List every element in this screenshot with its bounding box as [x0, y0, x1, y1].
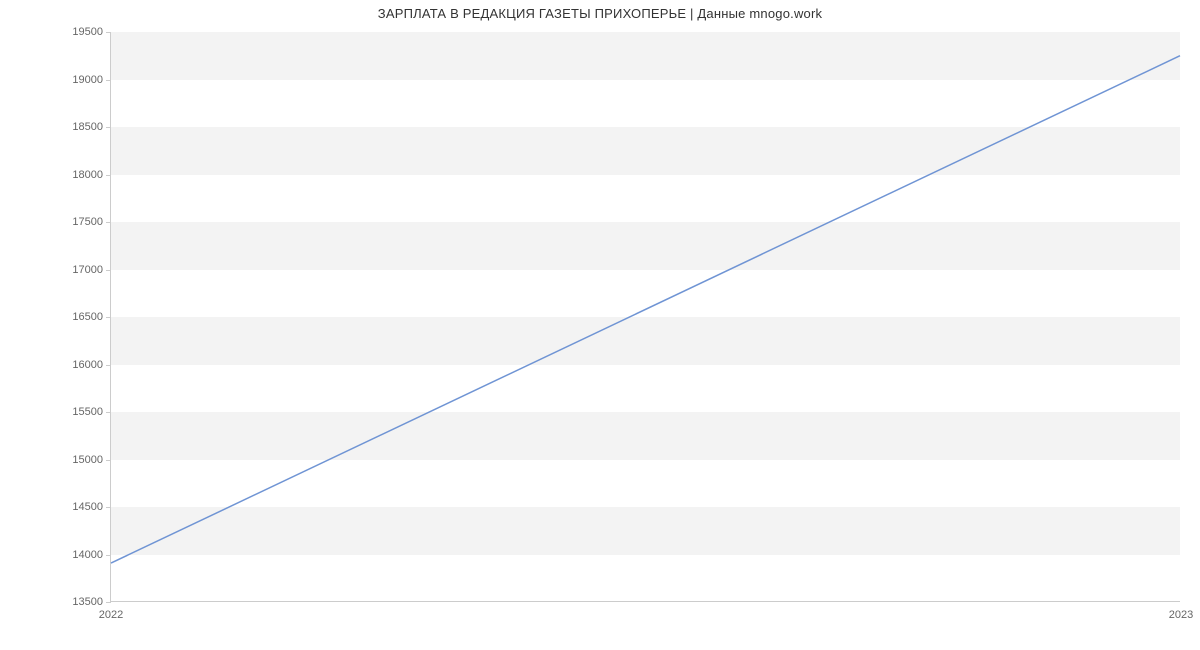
y-axis-tick-label: 16000 [72, 359, 103, 371]
y-axis-tick-label: 16500 [72, 311, 103, 323]
y-axis-tick-label: 18500 [72, 121, 103, 133]
y-axis-tick-label: 14000 [72, 549, 103, 561]
series-salary [111, 56, 1180, 563]
y-axis-tick-mark [106, 602, 111, 603]
plot-area: 1350014000145001500015500160001650017000… [110, 32, 1180, 602]
y-axis-tick-label: 19000 [72, 74, 103, 86]
y-axis-tick-label: 19500 [72, 26, 103, 38]
y-axis-tick-label: 18000 [72, 169, 103, 181]
y-axis-tick-label: 15000 [72, 454, 103, 466]
y-axis-tick-label: 15500 [72, 406, 103, 418]
salary-line-chart: ЗАРПЛАТА В РЕДАКЦИЯ ГАЗЕТЫ ПРИХОПЕРЬЕ | … [0, 0, 1200, 650]
series-layer [111, 32, 1180, 601]
y-axis-tick-label: 14500 [72, 501, 103, 513]
y-axis-tick-label: 17000 [72, 264, 103, 276]
y-axis-tick-label: 17500 [72, 216, 103, 228]
x-axis-tick-label: 2022 [99, 609, 123, 621]
x-axis-tick-label: 2023 [1169, 609, 1193, 621]
y-axis-tick-label: 13500 [72, 596, 103, 608]
chart-title: ЗАРПЛАТА В РЕДАКЦИЯ ГАЗЕТЫ ПРИХОПЕРЬЕ | … [0, 6, 1200, 21]
